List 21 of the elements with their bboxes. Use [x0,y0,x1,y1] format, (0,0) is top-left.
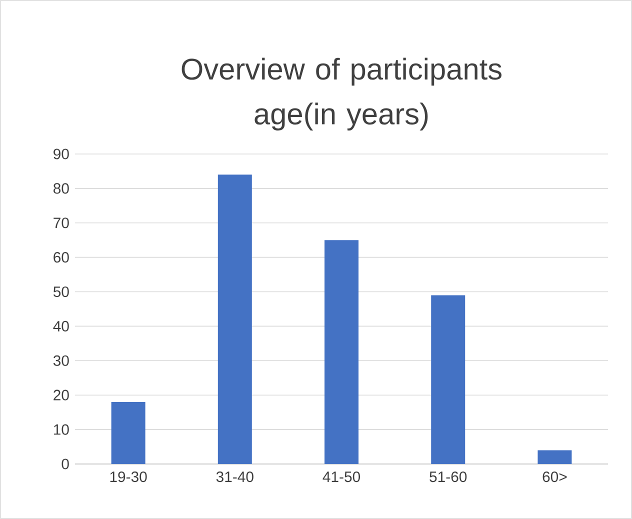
bar [111,402,146,464]
y-tick-label: 30 [53,355,69,366]
bar [324,240,359,464]
bar [218,174,252,464]
y-tick-label: 90 [54,148,69,160]
y-tick-label: 40 [53,320,69,332]
y-tick-label: 60 [54,252,69,263]
x-tick-label: 19-30 [110,472,147,482]
x-tick-label: 51-60 [430,472,467,482]
y-tick-label: 70 [54,218,69,228]
chart-title: Overview of participants age(in years) [182,58,502,130]
y-tick-label: 50 [53,286,69,298]
bar [538,450,572,464]
y-tick-label: 80 [54,183,69,194]
y-tick-label: 10 [54,424,69,435]
x-tick-label: 60> [542,472,567,482]
y-tick-label: 0 [62,458,69,470]
x-tick-label: 31-40 [216,472,254,482]
bar [431,295,466,464]
y-tick-label: 20 [54,390,69,400]
x-tick-label: 41-50 [322,472,360,482]
